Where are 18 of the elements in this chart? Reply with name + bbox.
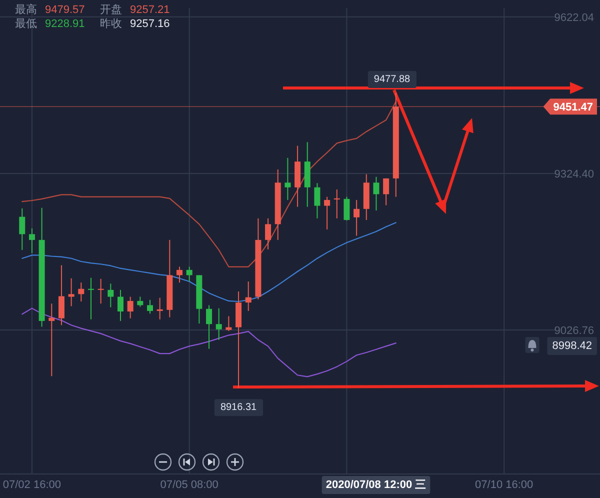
annotation: 昨收 9257.16 [100,18,170,30]
annotation: 8998.42 [547,337,597,355]
annotation: 8916.31 [214,399,264,416]
y-tick-label: 9026.76 [554,325,594,338]
x-tick-label: 07/05 08:00 [160,479,218,491]
y-tick-label: 9622.04 [554,12,594,24]
annotation: 开盘 9257.21 [100,4,170,16]
annotation: 最低 9228.91 [15,18,85,30]
annotation: 8916.31 [220,402,258,414]
annotation: 2020/07/08 12:00 三 [322,476,430,494]
annotation: 8998.42 [552,340,592,352]
x-tick-label: 07/10 16:00 [475,479,534,491]
annotation: 9477.88 [368,71,416,88]
y-tick-label: 9324.40 [554,168,594,180]
annotation: 最高 9479.57 [15,3,85,16]
x-tick-label: 07/02 16:00 [2,479,62,491]
annotation: 9477.88 [374,74,411,85]
ref-line-label: 9451.47 [553,102,593,114]
